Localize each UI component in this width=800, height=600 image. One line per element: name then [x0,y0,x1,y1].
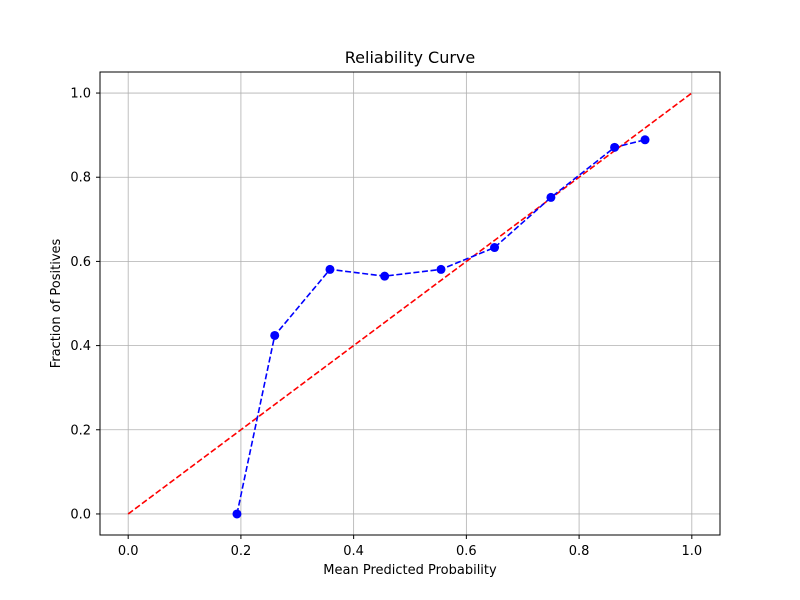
y-tick-label: 0.6 [70,255,91,270]
calibration-point [490,243,500,253]
y-tick-label: 0.4 [70,339,91,354]
perfect-calibration-line [127,92,693,515]
x-tick-label: 0.8 [569,544,590,559]
calibration-point [546,192,556,202]
calibration-point [270,330,280,340]
x-axis-label: Mean Predicted Probability [323,563,497,578]
y-tick-label: 1.0 [70,87,91,102]
chart-title: Reliability Curve [345,48,475,67]
axes-frame [99,71,721,536]
calibration-point [232,509,242,519]
x-tick-label: 1.0 [681,544,702,559]
calibration-point [325,264,335,274]
x-tick-label: 0.6 [456,544,477,559]
calibration-point [640,135,650,145]
x-tick-label: 0.4 [343,544,364,559]
y-axis-label: Fraction of Positives [49,238,64,368]
y-tick-label: 0.8 [70,171,91,186]
plot-area [127,92,693,519]
x-tick-label: 0.2 [231,544,252,559]
calibration-point [610,142,620,152]
y-tick-label: 0.2 [70,423,91,438]
axis-ticks: 0.0 0.2 0.4 0.6 0.8 1.0 0.0 0.2 0.4 0.6 0.8 1.0 [70,87,702,559]
calibration-point [436,264,446,274]
calibration-point [380,271,390,281]
grid-lines [100,72,720,535]
x-tick-label: 0.0 [118,544,139,559]
y-tick-label: 0.0 [70,507,91,522]
